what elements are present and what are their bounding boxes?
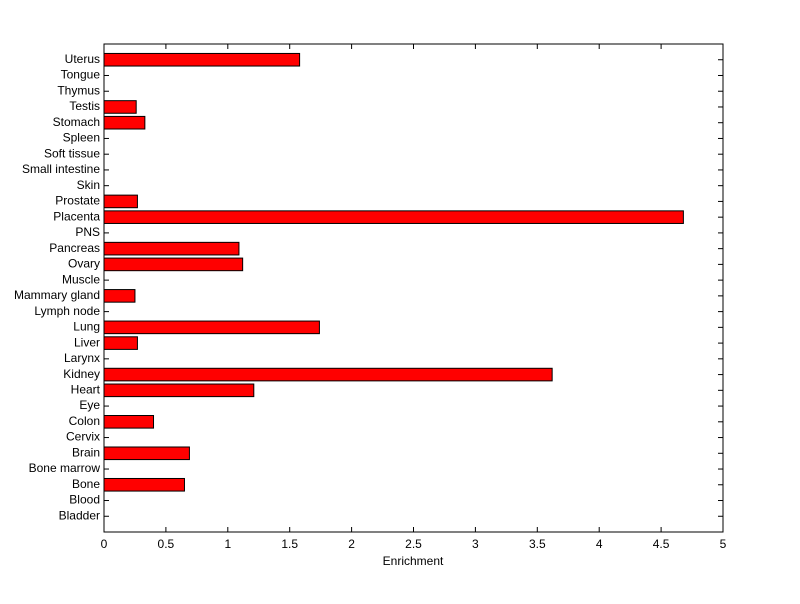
y-tick-label: Ovary <box>68 257 100 271</box>
x-tick-label: 3 <box>472 537 479 551</box>
y-tick-label: Eye <box>79 398 100 412</box>
y-tick-label: Liver <box>74 335 100 349</box>
y-tick-label: Larynx <box>64 351 100 365</box>
plot-frame <box>103 43 724 533</box>
y-tick-label: Spleen <box>63 131 100 145</box>
bar <box>103 367 553 382</box>
bar <box>103 477 185 492</box>
x-tick-label: 0.5 <box>158 537 175 551</box>
y-tick-label: Thymus <box>57 83 100 97</box>
bar <box>103 289 136 303</box>
x-tick-label: 1.5 <box>281 537 298 551</box>
y-tick-label: Kidney <box>63 367 100 381</box>
x-tick-label: 4.5 <box>653 537 670 551</box>
y-tick-label: Testis <box>69 99 100 113</box>
x-tick-label: 5 <box>720 537 727 551</box>
bar <box>103 336 138 350</box>
y-tick-label: Pancreas <box>49 241 100 255</box>
y-tick-label: Soft tissue <box>44 146 100 160</box>
bar <box>103 115 146 130</box>
bar <box>103 383 255 398</box>
y-tick-label: Blood <box>69 493 100 507</box>
x-tick-label: 2.5 <box>405 537 422 551</box>
y-tick-label: Colon <box>69 414 100 428</box>
x-tick-label: 2 <box>348 537 355 551</box>
y-tick-label: Tongue <box>61 68 101 82</box>
x-axis-label: Enrichment <box>383 554 444 568</box>
y-tick-label: Uterus <box>65 52 100 66</box>
y-tick-label: Cervix <box>66 430 100 444</box>
y-tick-label: Bone <box>72 477 100 491</box>
bar <box>103 320 320 335</box>
y-tick-label: Lung <box>73 320 100 334</box>
y-tick-label: Lymph node <box>34 304 100 318</box>
y-tick-label: Small intestine <box>22 162 100 176</box>
y-tick-label: Placenta <box>53 209 100 223</box>
y-tick-label: Muscle <box>62 272 100 286</box>
y-tick-label: Heart <box>71 382 101 396</box>
x-tick-label: 0 <box>101 537 108 551</box>
y-tick-label: PNS <box>75 225 100 239</box>
bar <box>103 210 684 224</box>
x-tick-label: 3.5 <box>529 537 546 551</box>
y-tick-label: Stomach <box>53 115 100 129</box>
y-tick-label: Prostate <box>55 194 100 208</box>
bar <box>103 257 244 272</box>
bar <box>103 415 155 429</box>
bar <box>103 194 138 209</box>
y-tick-label: Bladder <box>59 508 100 522</box>
bar <box>103 241 240 256</box>
y-tick-label: Mammary gland <box>14 288 100 302</box>
y-tick-label: Bone marrow <box>29 461 101 475</box>
bar <box>103 446 190 461</box>
bar <box>103 52 301 67</box>
y-tick-label: Brain <box>72 445 100 459</box>
bar <box>103 100 137 114</box>
x-tick-label: 4 <box>596 537 603 551</box>
x-tick-label: 1 <box>224 537 231 551</box>
y-tick-label: Skin <box>77 178 100 192</box>
